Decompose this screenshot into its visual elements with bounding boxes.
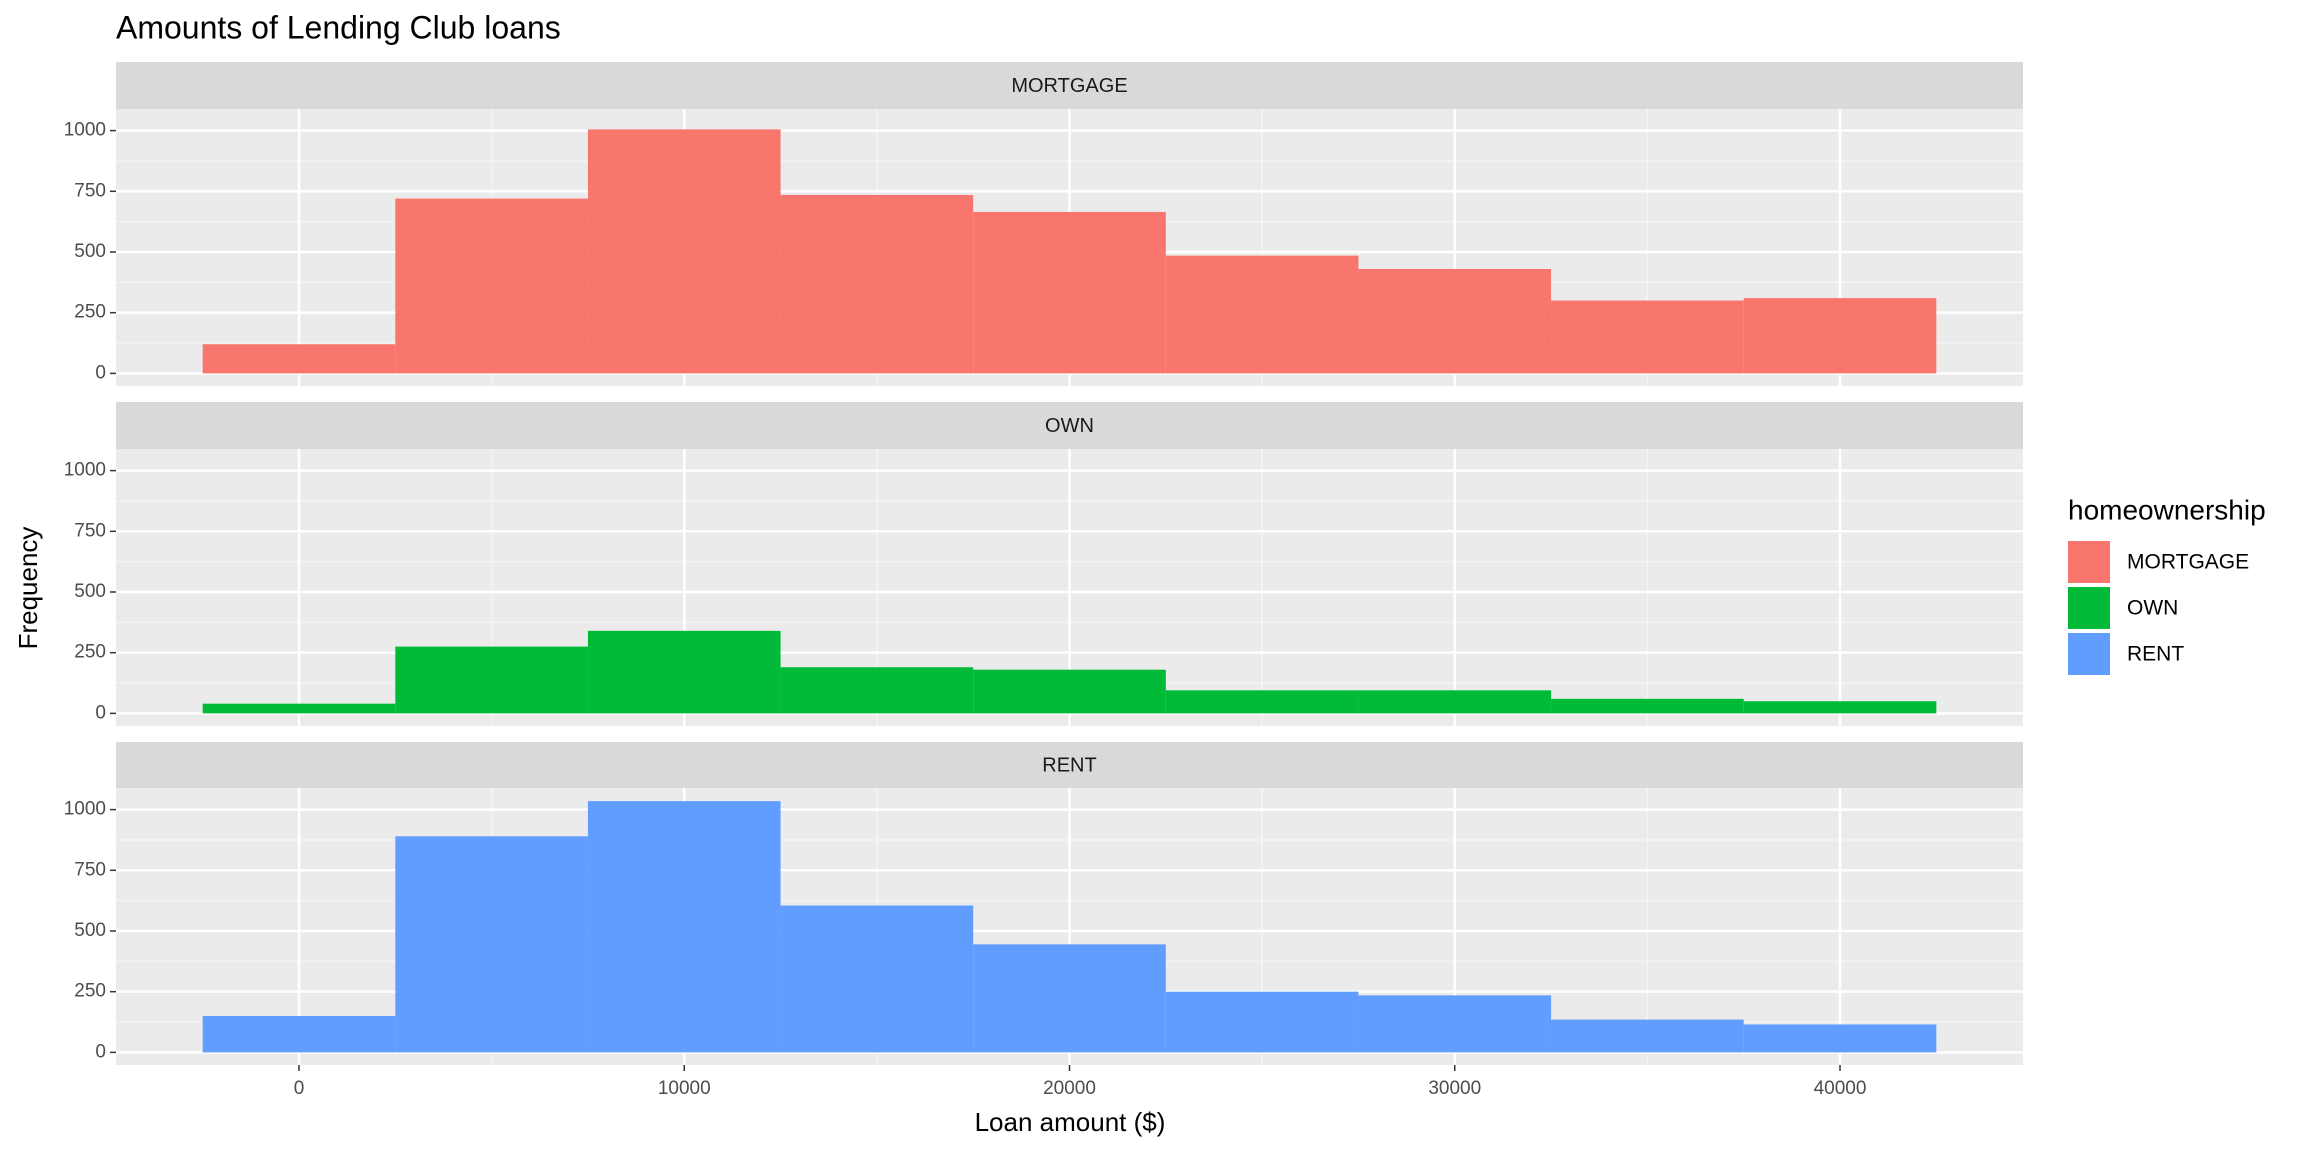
- histogram-bar: [1551, 300, 1744, 374]
- y-tick-label: 1000: [64, 120, 106, 141]
- x-tick-label: 20000: [1043, 1078, 1096, 1099]
- histogram-bar: [1358, 995, 1552, 1053]
- y-tick-label: 500: [74, 920, 106, 941]
- x-tick-label: 30000: [1428, 1078, 1481, 1099]
- legend-label: OWN: [2127, 597, 2178, 620]
- histogram-bar: [1743, 701, 1937, 714]
- histogram-bar: [1165, 991, 1359, 1053]
- histogram-bar: [1165, 690, 1359, 714]
- y-axis-label: Frequency: [13, 527, 43, 650]
- facet-label: RENT: [1042, 754, 1096, 776]
- legend-title: homeownership: [2068, 494, 2266, 525]
- facet-label: MORTGAGE: [1011, 75, 1127, 97]
- histogram-bar: [395, 646, 588, 714]
- x-axis-label: Loan amount ($): [975, 1107, 1166, 1137]
- x-tick-label: 0: [294, 1078, 305, 1099]
- histogram-bar: [1743, 1024, 1937, 1053]
- histogram-bar: [587, 630, 781, 714]
- y-tick-label: 0: [95, 1041, 106, 1062]
- histogram-bar: [973, 944, 1166, 1053]
- histogram-bar: [780, 194, 974, 374]
- facet-strip: [116, 62, 2023, 109]
- legend-key: [2068, 587, 2110, 629]
- y-tick-label: 750: [74, 859, 106, 880]
- y-tick-label: 1000: [64, 799, 106, 820]
- histogram-bar: [395, 836, 588, 1053]
- histogram-bar: [973, 669, 1166, 714]
- histogram-bar: [1551, 1019, 1744, 1053]
- legend-key: [2068, 541, 2110, 583]
- facet-label: OWN: [1045, 415, 1094, 437]
- chart-title: Amounts of Lending Club loans: [116, 9, 561, 45]
- histogram-bar: [587, 129, 781, 374]
- y-tick-label: 0: [95, 362, 106, 383]
- histogram-bar: [1358, 268, 1552, 374]
- legend-label: RENT: [2127, 643, 2184, 666]
- histogram-bar: [202, 703, 396, 714]
- facet-strip: [116, 402, 2023, 449]
- y-tick-label: 250: [74, 981, 106, 1002]
- histogram-bar: [1743, 298, 1937, 374]
- y-tick-label: 500: [74, 581, 106, 602]
- facet-strip: [116, 742, 2023, 788]
- histogram-bar: [1551, 698, 1744, 714]
- histogram-bar: [780, 667, 974, 714]
- histogram-bar: [395, 198, 588, 374]
- y-tick-label: 500: [74, 241, 106, 262]
- histogram-bar: [202, 1015, 396, 1053]
- histogram-bar: [1358, 690, 1552, 714]
- y-tick-label: 750: [74, 520, 106, 541]
- y-tick-label: 750: [74, 180, 106, 201]
- histogram-bar: [1165, 255, 1359, 374]
- histogram-bar: [202, 344, 396, 374]
- x-tick-label: 40000: [1814, 1078, 1867, 1099]
- y-tick-label: 1000: [64, 460, 106, 481]
- histogram-bar: [780, 905, 974, 1053]
- legend-key: [2068, 633, 2110, 675]
- x-tick-label: 10000: [658, 1078, 711, 1099]
- y-tick-label: 250: [74, 302, 106, 323]
- y-tick-label: 250: [74, 642, 106, 663]
- legend-label: MORTGAGE: [2127, 551, 2249, 574]
- histogram-bar: [587, 801, 781, 1053]
- histogram-bar: [973, 211, 1166, 374]
- y-tick-label: 0: [95, 702, 106, 723]
